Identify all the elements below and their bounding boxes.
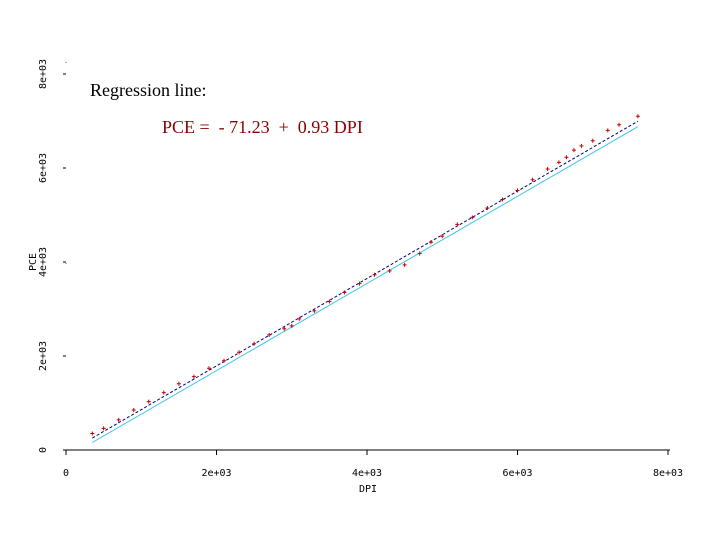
data-point [500, 197, 505, 202]
data-point [440, 234, 445, 239]
x-tick-label: 8e+03 [653, 468, 683, 479]
x-tick-label: 2e+03 [201, 468, 231, 479]
data-point [237, 350, 242, 355]
data-point [222, 358, 227, 363]
data-point [417, 251, 422, 256]
data-point [297, 316, 302, 321]
y-tick-label: 4e+03 [38, 247, 49, 277]
data-point [485, 205, 490, 210]
y-tick-label: 8e+03 [38, 59, 49, 89]
data-point [176, 381, 181, 386]
data-point [146, 399, 151, 404]
data-point [90, 431, 95, 436]
data-point [605, 128, 610, 133]
data-point [101, 426, 106, 431]
data-point [289, 323, 294, 328]
data-point [571, 148, 576, 153]
data-point [428, 240, 433, 245]
y-tick-label: 0 [38, 447, 49, 453]
fit-lines [92, 120, 639, 443]
x-tick-group: 0 2e+03 4e+03 6e+03 8e+03 [63, 450, 683, 479]
x-axis-label: DPI [359, 484, 377, 495]
data-point [530, 177, 535, 182]
x-tick-label: 4e+03 [352, 468, 382, 479]
reference-line [92, 126, 639, 443]
axes [65, 62, 670, 451]
y-tick-label: 6e+03 [38, 153, 49, 183]
data-point [402, 262, 407, 267]
data-point [564, 155, 569, 160]
data-point [372, 272, 377, 277]
data-point [617, 122, 622, 127]
data-point [282, 326, 287, 331]
data-point [635, 114, 640, 119]
data-point [387, 268, 392, 273]
data-point [131, 408, 136, 413]
data-point [455, 222, 460, 227]
data-point [161, 390, 166, 395]
data-points [90, 114, 640, 436]
data-point [590, 138, 595, 143]
data-point [116, 417, 121, 422]
x-tick-label: 0 [63, 468, 69, 479]
data-point [556, 160, 561, 165]
regression-title: Regression line: [90, 80, 206, 100]
data-point [357, 281, 362, 286]
data-point [191, 374, 196, 379]
data-point [312, 308, 317, 313]
data-point [252, 341, 257, 346]
data-point [267, 332, 272, 337]
data-point [342, 290, 347, 295]
y-axis-label: PCE [28, 253, 39, 271]
regression-equation: PCE = - 71.23 + 0.93 DPI [162, 117, 363, 137]
y-tick-label: 2e+03 [38, 341, 49, 371]
y-tick-group: 0 2e+03 4e+03 6e+03 8e+03 [38, 59, 66, 453]
data-point [579, 143, 584, 148]
x-tick-label: 6e+03 [502, 468, 532, 479]
regression-line [92, 120, 639, 439]
data-point [206, 366, 211, 371]
data-point [545, 166, 550, 171]
data-point [327, 299, 332, 304]
data-point [515, 188, 520, 193]
data-point [470, 215, 475, 220]
